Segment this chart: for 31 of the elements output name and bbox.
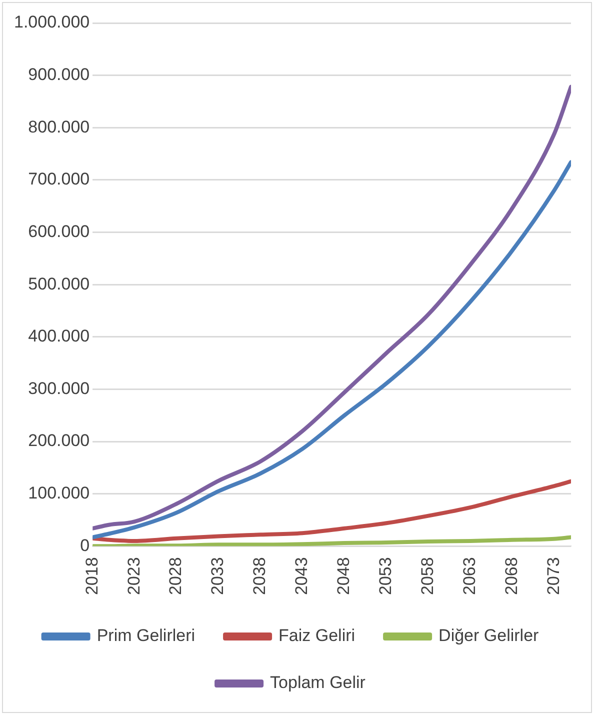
x-tick-label: 2028 [166, 557, 186, 596]
y-tick-label: 0 [80, 536, 90, 555]
y-tick-label: 100.000 [28, 484, 90, 503]
line-series [92, 84, 571, 530]
x-tick-label: 2058 [418, 557, 438, 596]
x-tick-label: 2023 [124, 557, 144, 596]
y-tick-label: 900.000 [28, 65, 90, 84]
y-tick-label: 400.000 [28, 326, 90, 346]
x-tick-label: 2073 [544, 557, 563, 596]
y-tick-label: 800.000 [28, 117, 90, 136]
x-tick-label: 2033 [208, 557, 228, 596]
y-tick-label: 700.000 [28, 170, 90, 189]
y-tick-label: 200.000 [28, 431, 90, 450]
y-tick-label: 500.000 [28, 274, 90, 294]
legend-label: Faiz Geliri [278, 626, 356, 646]
line-series [92, 535, 571, 546]
x-tick-label: 2018 [82, 557, 102, 596]
line-series [92, 479, 571, 543]
line-series [92, 160, 571, 540]
x-tick-label: 2053 [376, 557, 396, 596]
x-tick-label: 2043 [292, 557, 312, 596]
x-tick-label: 2068 [502, 557, 521, 596]
x-tick-label: 2048 [334, 557, 354, 596]
y-tick-label: 300.000 [28, 378, 90, 398]
y-tick-label: 1.000.000 [14, 12, 90, 32]
x-tick-label: 2063 [460, 557, 479, 596]
y-tick-label: 600.000 [28, 222, 90, 241]
legend-label: Prim Gelirleri [96, 626, 196, 646]
x-tick-label: 2038 [250, 557, 270, 596]
legend-label: Toplam Gelir [270, 673, 366, 692]
legend-label: Diğer Gelirler [438, 626, 540, 646]
